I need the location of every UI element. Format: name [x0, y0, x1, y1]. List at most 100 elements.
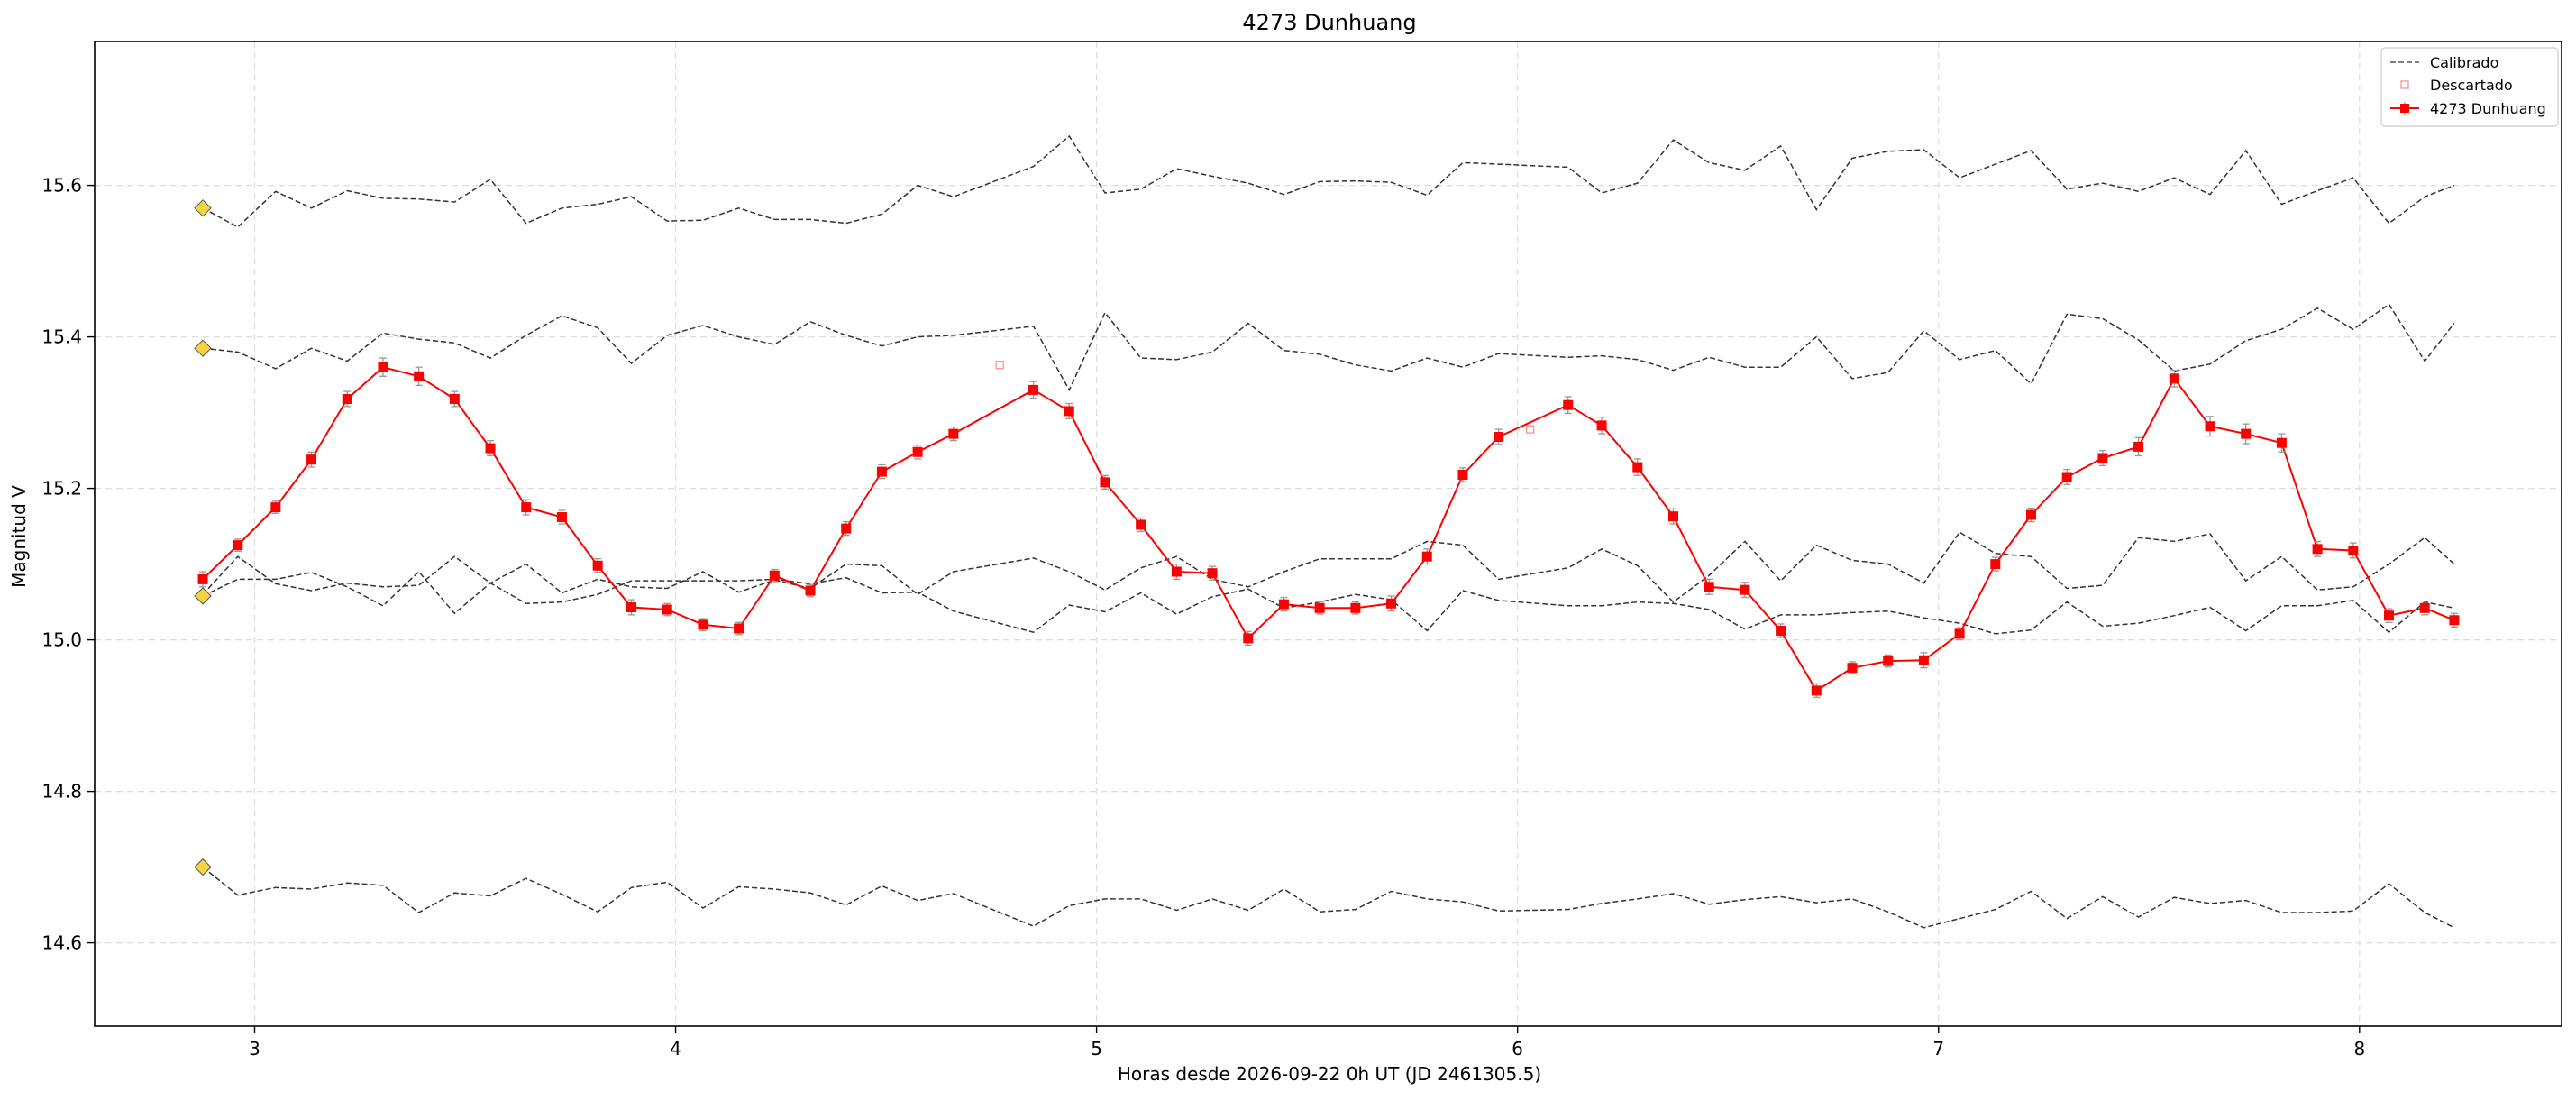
target-point	[1740, 584, 1750, 595]
target-point	[449, 393, 460, 404]
target-point	[2449, 615, 2460, 626]
reference-marker-layer	[194, 199, 212, 876]
target-point	[2276, 437, 2287, 448]
target-point	[1350, 602, 1361, 613]
target-point	[2384, 610, 2395, 621]
y-tick-label: 15.0	[41, 629, 82, 651]
target-point	[1776, 626, 1786, 637]
target-point	[1811, 685, 1822, 696]
target-point	[1386, 598, 1397, 609]
y-ticks: 14.6 14.8 15.0 15.2 15.4 15.6	[41, 175, 95, 954]
x-axis-label: Horas desde 2026-09-22 0h UT (JD 2461305…	[1118, 1063, 1541, 1085]
target-point	[2061, 472, 2072, 482]
target-point	[1028, 384, 1039, 395]
target-point	[2241, 428, 2252, 439]
target-point	[876, 466, 887, 477]
target-point	[2097, 453, 2108, 463]
target-point	[1563, 399, 1574, 410]
reference-diamond-marker	[194, 199, 212, 217]
x-tick-label: 3	[249, 1038, 260, 1060]
target-point	[521, 502, 532, 513]
target-point	[2312, 544, 2323, 555]
target-point	[1243, 633, 1254, 644]
target-point	[805, 585, 816, 596]
y-tick-label: 15.6	[41, 175, 82, 197]
target-point	[1918, 655, 1929, 665]
calibration-line	[202, 531, 2455, 615]
target-point	[1171, 566, 1182, 577]
target-point	[698, 619, 708, 630]
target-point	[2419, 602, 2430, 613]
target-point	[1064, 406, 1074, 417]
target-point	[485, 443, 496, 454]
legend-descartado-label: Descartado	[2430, 77, 2513, 94]
calibration-layer	[202, 134, 2455, 929]
x-tick-label: 4	[670, 1038, 681, 1060]
target-point	[1667, 511, 1678, 522]
target-point	[912, 446, 923, 457]
target-point	[1704, 582, 1714, 592]
target-point	[1494, 431, 1504, 442]
target-point	[1596, 420, 1607, 431]
target-point	[2133, 441, 2144, 452]
target-point	[592, 560, 603, 571]
target-point	[1314, 602, 1325, 613]
target-point	[1278, 599, 1289, 610]
y-axis-label: Magnitud V	[8, 485, 30, 588]
legend: Calibrado Descartado 4273 Dunhuang	[2380, 47, 2559, 127]
target-series-line	[202, 366, 2455, 693]
x-tick-label: 8	[2353, 1038, 2365, 1060]
target-point	[734, 623, 744, 634]
x-tick-label: 7	[1932, 1038, 1944, 1060]
target-point	[1136, 519, 1146, 530]
calibration-line	[202, 555, 2455, 635]
target-point	[270, 502, 281, 513]
target-point	[662, 604, 672, 615]
target-point	[1847, 663, 1858, 674]
discarded-point	[995, 361, 1004, 370]
target-point	[2169, 373, 2179, 384]
legend-descartado-swatch	[2400, 80, 2409, 89]
grid-layer	[95, 41, 2562, 1026]
target-point	[841, 523, 852, 534]
x-ticks: 3 4 5 6 7 8	[249, 1026, 2365, 1060]
y-tick-label: 15.2	[41, 478, 82, 500]
target-point	[1207, 568, 1218, 579]
reference-diamond-marker	[194, 587, 212, 605]
calibration-line	[202, 867, 2455, 929]
target-point	[769, 570, 780, 581]
legend-target-label: 4273 Dunhuang	[2430, 100, 2546, 117]
target-point	[2205, 421, 2215, 432]
reference-diamond-marker	[194, 339, 212, 357]
target-point	[414, 371, 425, 381]
target-point	[197, 573, 208, 584]
x-tick-label: 5	[1091, 1038, 1102, 1060]
reference-diamond-marker	[194, 858, 212, 876]
y-tick-label: 14.6	[41, 932, 82, 954]
discarded-point	[1526, 425, 1535, 434]
target-point	[1954, 628, 1965, 639]
y-tick-label: 15.4	[41, 326, 82, 348]
legend-box	[2380, 47, 2559, 127]
target-point	[2348, 545, 2359, 555]
target-point	[306, 454, 317, 465]
legend-target-swatch-marker	[2400, 104, 2409, 113]
chart-title: 4273 Dunhuang	[1242, 10, 1416, 35]
target-point	[948, 428, 959, 439]
target-point	[1883, 656, 1894, 666]
calibration-line	[202, 134, 2455, 228]
target-layer	[197, 357, 2460, 699]
target-point	[626, 601, 637, 612]
plot-frame	[94, 41, 2562, 1027]
target-point	[233, 540, 243, 551]
target-point	[556, 512, 567, 523]
target-point	[1990, 559, 2001, 570]
target-point	[2025, 509, 2036, 520]
target-point	[378, 362, 388, 372]
target-point	[1632, 462, 1643, 473]
y-tick-label: 14.8	[41, 781, 82, 803]
target-point	[1457, 469, 1468, 480]
legend-calibrado-label: Calibrado	[2430, 54, 2498, 71]
